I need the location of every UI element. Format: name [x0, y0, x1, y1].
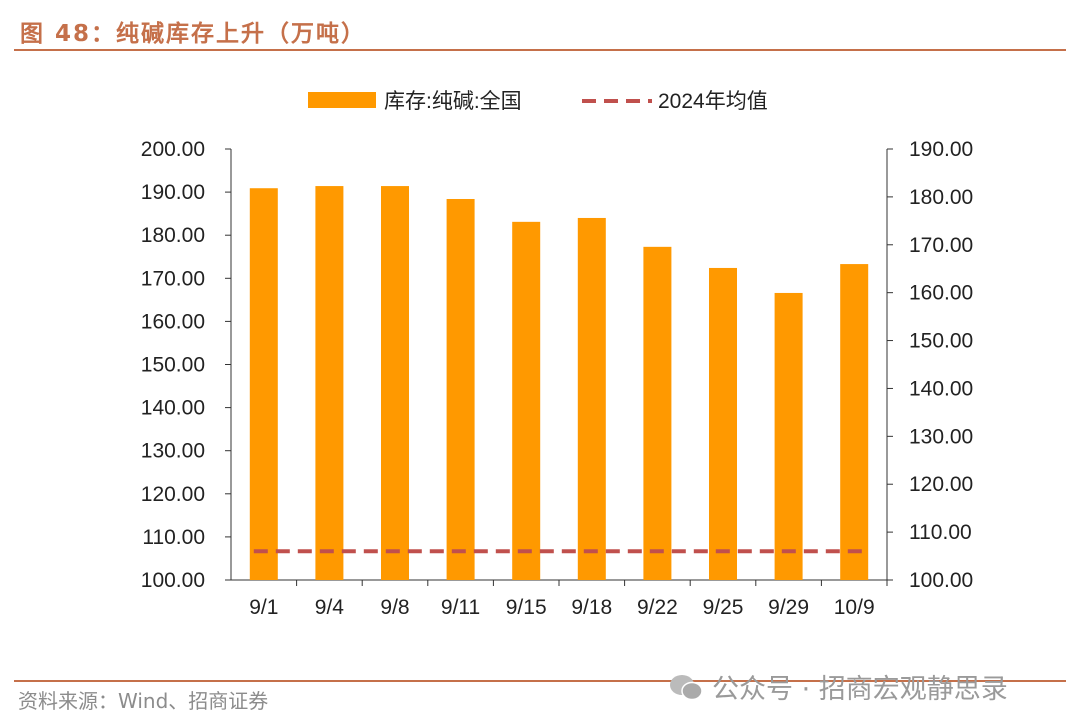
legend-swatch-bar: [308, 92, 376, 108]
legend-label-bar: 库存:纯碱:全国: [384, 90, 522, 113]
left-tick-label: 110.00: [142, 526, 205, 549]
right-tick-label: 120.00: [909, 473, 973, 496]
bar: [446, 198, 475, 580]
bar: [512, 221, 541, 581]
left-tick-label: 200.00: [141, 138, 205, 161]
figure-title: 图 48：纯碱库存上升（万吨）: [20, 21, 367, 47]
right-tick-label: 180.00: [909, 186, 973, 209]
wechat-icon: [670, 674, 703, 700]
right-tick-label: 150.00: [909, 330, 973, 353]
left-tick-label: 170.00: [141, 267, 205, 290]
left-tick-label: 140.00: [141, 397, 205, 420]
left-tick-label: 180.00: [141, 224, 205, 247]
bar: [840, 264, 869, 580]
bar: [249, 188, 278, 580]
x-tick-label: 9/4: [315, 596, 345, 619]
left-tick-label: 100.00: [141, 569, 205, 592]
title-divider: [14, 49, 1066, 51]
left-tick-label: 190.00: [141, 181, 205, 204]
right-tick-label: 100.00: [909, 569, 973, 592]
bar: [315, 186, 344, 581]
bar: [643, 246, 672, 580]
watermark-text: 公众号 · 招商宏观静思录: [712, 674, 1008, 705]
legend-label-line: 2024年均值: [658, 90, 768, 113]
bar: [577, 217, 606, 580]
x-tick-label: 9/22: [637, 596, 678, 619]
footer-divider: [14, 680, 1066, 682]
x-tick-label: 9/8: [380, 596, 409, 619]
source-note: 资料来源：Wind、招商证券: [18, 689, 269, 713]
bar: [381, 186, 409, 581]
right-tick-label: 140.00: [909, 377, 973, 400]
left-tick-label: 150.00: [141, 354, 205, 377]
x-tick-label: 10/9: [834, 596, 875, 619]
bar: [774, 292, 803, 580]
x-tick-label: 9/18: [571, 596, 612, 619]
x-tick-label: 9/15: [506, 596, 547, 619]
right-tick-label: 130.00: [909, 425, 973, 448]
x-tick-label: 9/1: [249, 596, 278, 619]
right-tick-label: 190.00: [909, 138, 973, 161]
x-tick-label: 9/29: [768, 596, 809, 619]
watermark: 公众号 · 招商宏观静思录: [668, 667, 1008, 706]
bar: [709, 267, 737, 580]
x-tick-label: 9/25: [703, 596, 744, 619]
x-tick-label: 9/11: [441, 596, 480, 619]
left-tick-label: 130.00: [141, 440, 205, 463]
right-tick-label: 170.00: [909, 234, 973, 257]
left-tick-label: 160.00: [141, 310, 205, 333]
right-tick-label: 160.00: [909, 282, 973, 305]
right-tick-label: 110.00: [909, 521, 972, 544]
left-tick-label: 120.00: [141, 483, 205, 506]
